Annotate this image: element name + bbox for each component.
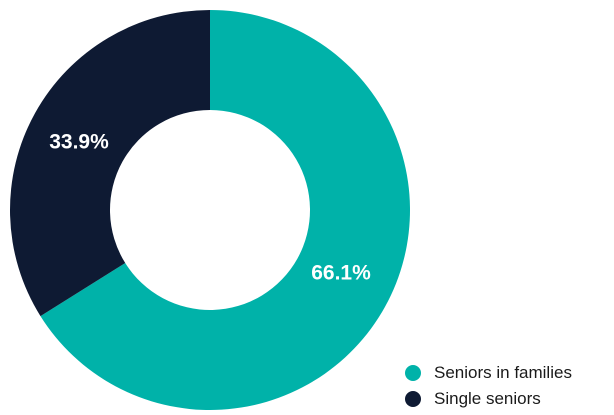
legend-label-seniors-in-families: Seniors in families	[434, 363, 572, 382]
legend-item-single-seniors: Single seniors	[405, 386, 572, 412]
legend-swatch-seniors-in-families	[405, 365, 421, 381]
slice-label-single-seniors: 33.9%	[49, 131, 109, 154]
legend: Seniors in families Single seniors	[405, 360, 572, 412]
slice-seniors-in-families	[40, 10, 410, 410]
slice-single-seniors	[9, 9, 211, 317]
legend-item-seniors-in-families: Seniors in families	[405, 360, 572, 386]
legend-swatch-single-seniors	[405, 391, 421, 407]
slice-label-seniors-in-families: 66.1%	[311, 262, 371, 285]
donut-slices	[9, 9, 410, 410]
slice-labels: 66.1% 33.9%	[49, 131, 371, 285]
legend-label-single-seniors: Single seniors	[434, 389, 541, 408]
